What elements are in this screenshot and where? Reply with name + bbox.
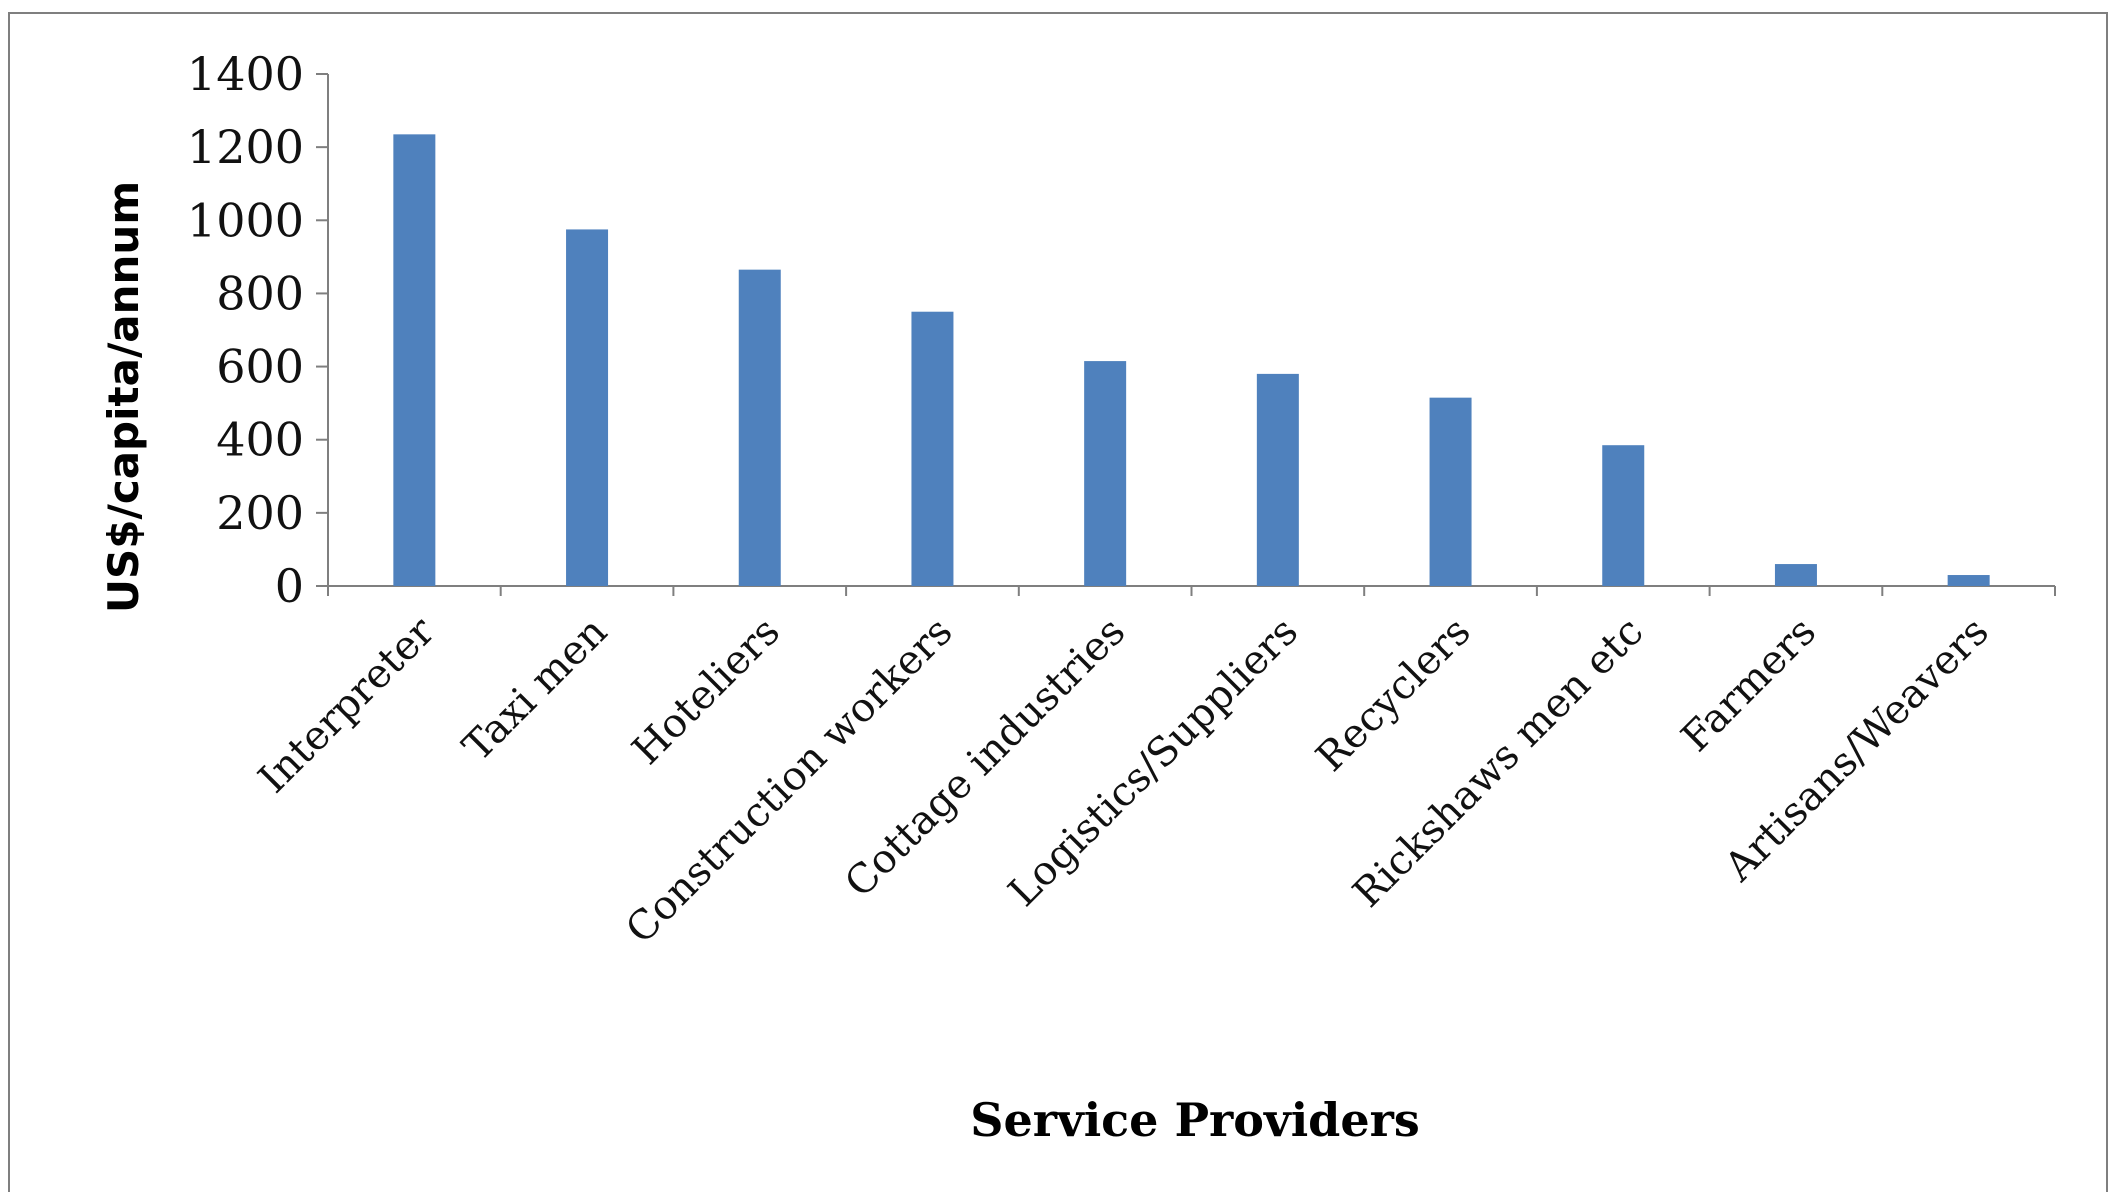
bar-recyclers: [1429, 397, 1472, 586]
bar-artisans-weavers: [1947, 575, 1990, 586]
y-axis-title: US$/capita/annum: [99, 181, 148, 613]
x-category-label: Construction workers: [617, 609, 961, 953]
y-tick-label: 400: [216, 413, 304, 467]
y-tick-label: 800: [216, 266, 304, 320]
bar-interpreter: [393, 134, 436, 586]
x-category-label: Cottage industries: [836, 609, 1134, 907]
y-axis: 0 200 400 600 800 1000 1200 1400: [187, 47, 329, 613]
x-category-label: Rickshaws men etc: [1344, 609, 1652, 917]
x-category-label: Hoteliers: [624, 609, 789, 774]
x-axis: [327, 585, 2056, 596]
bar-logistics-suppliers: [1256, 373, 1299, 586]
bar-construction-workers: [911, 311, 954, 586]
category-labels: Interpreter Taxi men HoteliersConstruction…: [250, 608, 1998, 953]
bar-chart: 0 200 400 600 800 1000 1200 1400 Interpreter Tax…: [99, 47, 2056, 1147]
y-tick-label: 1400: [187, 47, 304, 101]
bar-cottage-industries: [1084, 361, 1127, 586]
y-tick-label: 1200: [187, 120, 304, 174]
chart-frame: 0 200 400 600 800 1000 1200 1400 Interpreter Tax…: [8, 12, 2108, 1192]
bar-taxi-men: [566, 229, 609, 586]
y-tick-label: 0: [275, 559, 304, 613]
bars: [393, 134, 1990, 586]
x-category-label: Interpreter: [250, 608, 444, 802]
x-axis-title: Service Providers: [970, 1093, 1420, 1147]
bar-hoteliers: [738, 269, 781, 586]
x-category-label: Logistics/Suppliers: [1000, 609, 1307, 916]
x-category-label: Taxi men: [454, 609, 616, 771]
y-tick-label: 200: [216, 486, 304, 540]
x-category-label: Recyclers: [1308, 609, 1480, 781]
y-tick-label: 600: [216, 340, 304, 394]
y-tick-label: 1000: [187, 193, 304, 247]
bar-rickshaws-men-etc: [1602, 445, 1645, 586]
bar-farmers: [1774, 564, 1817, 586]
x-category-label: Farmers: [1673, 609, 1825, 761]
